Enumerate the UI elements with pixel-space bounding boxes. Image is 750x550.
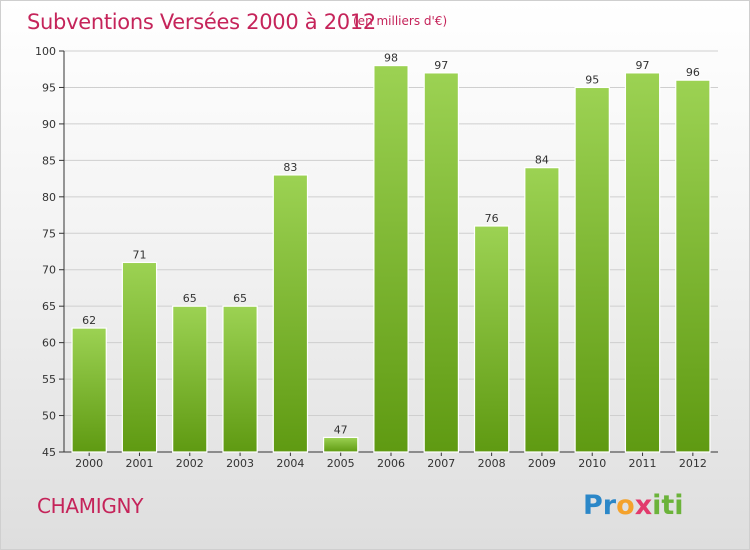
bar [222,305,258,453]
bar [172,305,208,453]
data-label: 65 [233,292,247,305]
logo-letter: i [652,490,662,521]
y-tick-label: 55 [42,373,56,386]
bar [373,64,409,453]
data-label: 65 [183,292,197,305]
y-tick-label: 70 [42,264,56,277]
y-tick-label: 90 [42,118,56,131]
logo-letter: P [583,490,603,521]
x-tick-label: 2012 [679,457,707,470]
y-tick-label: 100 [35,45,56,58]
data-label: 76 [485,212,499,225]
bar [423,72,460,453]
commune-name: CHAMIGNY [37,494,144,518]
bar [624,72,661,453]
proxiti-logo[interactable]: Proxiti [583,490,684,521]
x-tick-label: 2011 [629,457,657,470]
x-tick-label: 2002 [176,457,204,470]
y-tick-label: 65 [42,300,56,313]
x-tick-label: 2010 [578,457,606,470]
data-label: 62 [82,314,96,327]
data-label: 97 [636,59,650,72]
y-tick-label: 75 [42,227,56,240]
data-label: 71 [132,248,146,261]
chart-title: Subventions Versées 2000 à 2012 [27,10,376,34]
logo-letter: t [661,490,675,521]
x-tick-label: 2004 [276,457,304,470]
data-label: 97 [434,59,448,72]
bar [272,174,309,453]
x-tick-label: 2007 [427,457,455,470]
logo-letter: x [634,490,653,521]
data-label: 96 [686,66,700,79]
data-label: 84 [535,154,549,167]
y-tick-label: 95 [42,81,56,94]
bar [322,436,359,453]
logo-letter: o [616,490,635,521]
data-label: 98 [384,52,398,65]
bars [71,64,711,453]
data-label: 95 [585,73,599,86]
bar [121,261,158,453]
x-tick-label: 2005 [327,457,355,470]
y-tick-label: 85 [42,154,56,167]
logo-letter: i [674,490,684,521]
chart-subtitle: (en milliers d'€) [353,14,448,28]
bar [71,327,107,453]
logo-letter: r [602,490,617,521]
x-tick-label: 2009 [528,457,556,470]
bar [524,167,560,453]
x-tick-label: 2003 [226,457,254,470]
labels: 45 50 55 60 65 70 75 80 85 90 95 100 2000 62 2001 71 200… [35,45,707,470]
y-tick-label: 50 [42,410,56,423]
y-tick-label: 60 [42,337,56,350]
data-label: 83 [283,161,297,174]
x-tick-label: 2008 [478,457,506,470]
x-tick-label: 2006 [377,457,405,470]
y-tick-label: 45 [42,446,56,459]
x-tick-label: 2001 [125,457,153,470]
x-tick-label: 2000 [75,457,103,470]
bar [473,225,510,453]
bar [574,86,610,453]
data-label: 47 [334,423,348,436]
bar [675,79,711,453]
y-tick-label: 80 [42,191,56,204]
